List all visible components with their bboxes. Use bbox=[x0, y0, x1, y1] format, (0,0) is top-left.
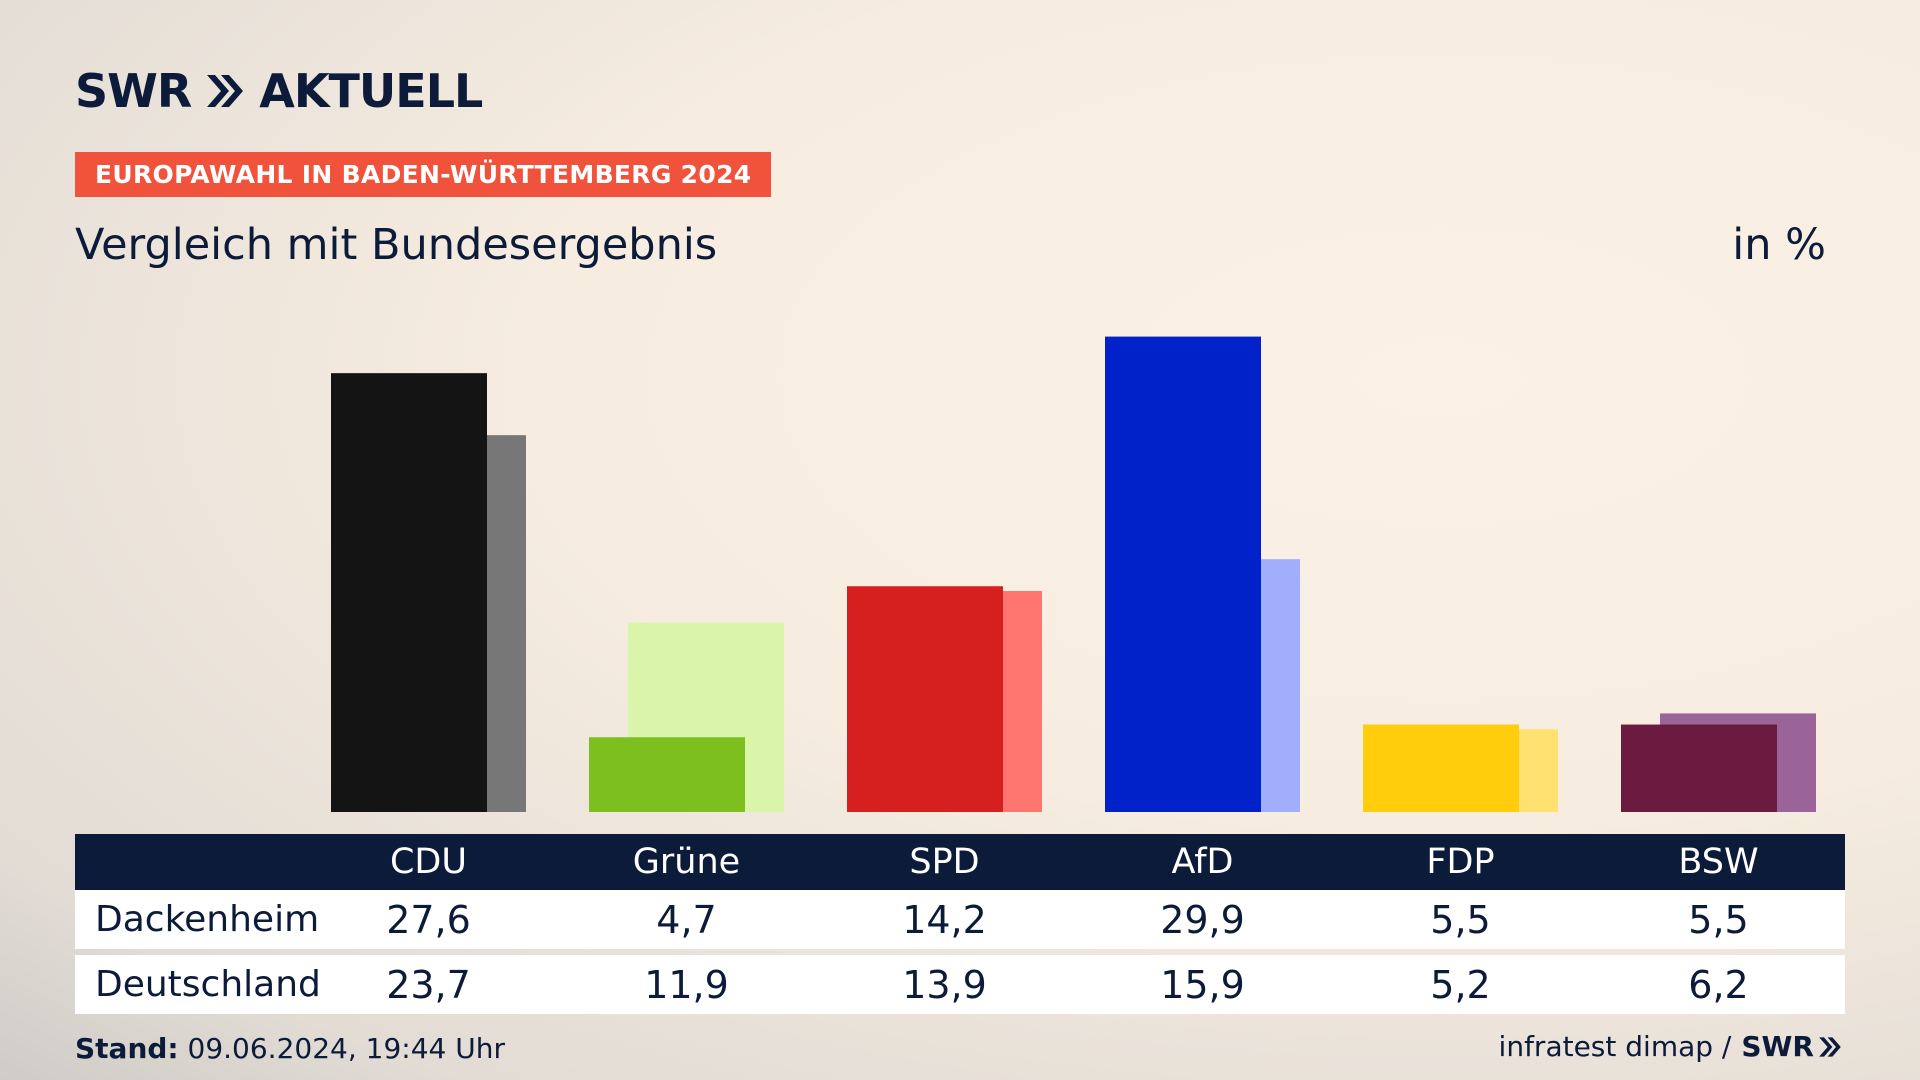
table-cell-spd: 13,9 bbox=[902, 962, 987, 1007]
column-header-fdp: FDP bbox=[1426, 842, 1495, 882]
table-cell-spd: 14,2 bbox=[902, 897, 987, 942]
bar-fdp-dackenheim bbox=[1363, 724, 1519, 812]
column-header-afd: AfD bbox=[1171, 842, 1234, 882]
table-cell-fdp: 5,5 bbox=[1430, 897, 1491, 942]
results-table: CDU Grüne SPD AfD FDP BSW Dackenheim 27,6 4,7 1… bbox=[75, 834, 1845, 1014]
table-row: Deutschland 23,7 11,9 13,9 15,9 5,2 6,2 bbox=[75, 955, 1845, 1014]
double-chevron-icon bbox=[207, 75, 244, 107]
bar-chart bbox=[331, 336, 1816, 812]
table-cell-grüne: 4,7 bbox=[656, 897, 717, 942]
bar-grüne-dackenheim bbox=[589, 737, 745, 812]
table-cell-cdu: 27,6 bbox=[386, 897, 471, 942]
stand-label: Stand: bbox=[75, 1032, 179, 1065]
table-cell-afd: 15,9 bbox=[1160, 962, 1245, 1007]
column-header-grüne: Grüne bbox=[632, 842, 741, 882]
table-cell-bsw: 5,5 bbox=[1688, 897, 1749, 942]
source-logo: SWR bbox=[1741, 1030, 1842, 1063]
column-header-spd: SPD bbox=[909, 842, 980, 882]
table-cell-fdp: 5,2 bbox=[1430, 962, 1491, 1007]
election-badge: EUROPAWAHL IN BADEN-WÜRTTEMBERG 2024 bbox=[75, 152, 772, 197]
logo-text: SWR bbox=[75, 64, 192, 118]
table-header: CDU Grüne SPD AfD FDP BSW bbox=[75, 834, 1845, 890]
chart-subtitle: Vergleich mit Bundesergebnis bbox=[75, 220, 718, 270]
row-label: Dackenheim bbox=[95, 899, 320, 940]
table-row: Dackenheim 27,6 4,7 14,2 29,9 5,5 5,5 bbox=[75, 890, 1845, 949]
source-logo-text: SWR bbox=[1741, 1030, 1814, 1063]
source-text: infratest dimap / bbox=[1498, 1030, 1732, 1063]
table-cell-afd: 29,9 bbox=[1160, 897, 1245, 942]
swr-aktuell-logo: SWR AKTUELL bbox=[75, 64, 483, 118]
source-credit: infratest dimap / SWR bbox=[1499, 1030, 1842, 1063]
row-label: Deutschland bbox=[95, 964, 321, 1005]
bar-cdu-dackenheim bbox=[331, 373, 487, 812]
column-header-cdu: CDU bbox=[389, 842, 467, 882]
unit-label: in % bbox=[1732, 220, 1826, 270]
bar-afd-dackenheim bbox=[1105, 336, 1261, 812]
table-cell-grüne: 11,9 bbox=[644, 962, 729, 1007]
table-cell-cdu: 23,7 bbox=[386, 962, 471, 1007]
column-header-bsw: BSW bbox=[1678, 842, 1759, 882]
table-cell-bsw: 6,2 bbox=[1688, 962, 1749, 1007]
logo-suffix: AKTUELL bbox=[259, 64, 483, 118]
timestamp: Stand: 09.06.2024, 19:44 Uhr bbox=[75, 1032, 505, 1065]
bar-spd-dackenheim bbox=[847, 586, 1003, 812]
stand-value: 09.06.2024, 19:44 Uhr bbox=[178, 1032, 505, 1065]
double-chevron-icon bbox=[1819, 1036, 1841, 1057]
bar-bsw-dackenheim bbox=[1621, 724, 1777, 812]
